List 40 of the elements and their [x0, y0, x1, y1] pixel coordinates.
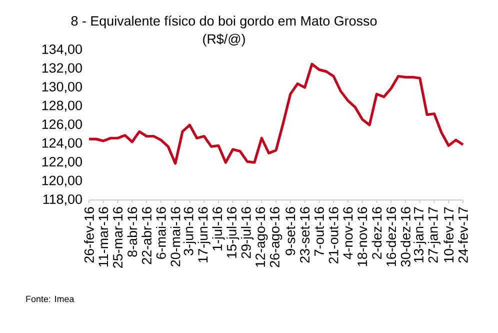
y-tick-label: 132,00	[42, 63, 82, 74]
chart-title: 8 - Equivalente físico do boi gordo em Mato Grosso	[71, 16, 377, 28]
x-tick-label: 11-mar-16	[98, 207, 108, 267]
y-tick-label: 130,00	[42, 82, 82, 94]
y-tick-label: 122,00	[42, 156, 82, 168]
x-tick-label: 25-mar-16	[113, 207, 123, 268]
y-tick-label: 120,00	[42, 176, 82, 187]
x-tick-label: 4-nov-16	[343, 207, 353, 260]
x-tick-label: 6-mai-16	[156, 207, 166, 259]
y-tick-label: 128,00	[42, 100, 82, 112]
y-tick-label: 124,00	[42, 138, 82, 150]
x-tick-label: 3-jun-16	[183, 207, 196, 256]
chart-subtitle: (R$/@)	[203, 34, 245, 46]
x-tick-label: 24-fev-17	[458, 207, 468, 263]
x-tick-label: 22-abr-16	[142, 207, 152, 264]
x-tick-label: 15-jul-16	[226, 207, 240, 258]
x-tick-label: 26-ago-16	[270, 207, 282, 268]
x-tick-label: 29-jul-16	[240, 207, 254, 258]
x-tick-label: 30-dez-16	[400, 207, 410, 267]
x-tick-label: 10-fev-17	[444, 207, 454, 262]
x-tick-label: 21-out-16	[328, 207, 338, 264]
line-series	[88, 62, 464, 165]
x-tick-label: 9-set-16	[286, 207, 296, 256]
y-tick-label: 134,00	[42, 44, 82, 56]
x-tick-label: 27-jan-17	[428, 207, 441, 263]
x-tick-label: 12-ago-16	[256, 207, 268, 267]
x-tick-label: 17-jun-16	[198, 207, 210, 262]
x-tick-label: 8-abr-16	[127, 207, 138, 257]
source-note: Fonte: Imea	[26, 296, 74, 302]
x-tick-label: 23-set-16	[300, 207, 310, 263]
x-tick-label: 26-fev-16	[84, 207, 94, 263]
y-tick-label: 126,00	[42, 119, 82, 131]
y-tick-label: 118,00	[43, 194, 82, 206]
x-tick-label: 7-out-16	[314, 207, 324, 256]
x-tick-label: 2-dez-16	[372, 207, 382, 259]
x-tick-label: 18-nov-16	[358, 207, 368, 266]
x-tick-label: 13-jan-17	[414, 207, 426, 262]
x-tick-label: 20-mai-16	[170, 207, 180, 266]
x-tick-label: 1-jul-16	[212, 207, 225, 250]
x-tick-label: 16-dez-16	[386, 207, 396, 266]
